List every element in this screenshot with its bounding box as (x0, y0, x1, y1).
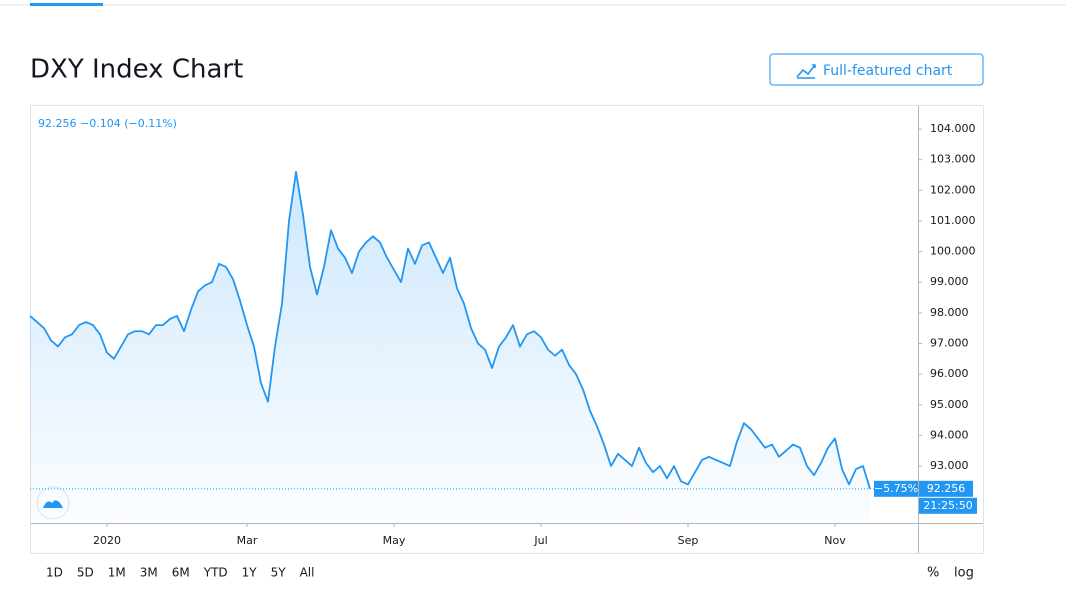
range-button[interactable]: 6M (172, 566, 190, 580)
price-label: 92.256 (927, 482, 966, 495)
page-title: DXY Index Chart (30, 55, 243, 85)
countdown: 21:25:50 (923, 499, 972, 512)
full-chart-button[interactable] (769, 53, 984, 86)
range-button[interactable]: 1D (46, 566, 63, 580)
y-tick-label: 101.000 (930, 214, 976, 227)
countdown-badge (919, 497, 977, 514)
y-tick-label: 100.000 (930, 245, 976, 258)
range-button[interactable]: 5Y (271, 566, 287, 580)
x-tick-label: Mar (237, 534, 258, 547)
y-tick-label: 102.000 (930, 183, 976, 196)
x-tick-label: 2020 (93, 534, 121, 547)
y-tick-label: 99.000 (930, 275, 969, 288)
range-button[interactable]: 5D (77, 566, 94, 580)
button-icon (796, 64, 816, 79)
line-area (30, 171, 870, 523)
range-button[interactable]: All (300, 566, 315, 580)
tab-indicator (30, 3, 103, 6)
change-label: −5.75% (874, 482, 918, 495)
range-button[interactable]: 1Y (242, 566, 258, 580)
x-tick-label: Nov (824, 534, 846, 547)
button-label[interactable]: Full-featured chart (823, 63, 953, 79)
price-badge (919, 480, 973, 497)
y-tick-label: 94.000 (930, 428, 969, 441)
range-button[interactable]: 1M (108, 566, 126, 580)
price-line (29, 171, 871, 490)
y-tick-label: 97.000 (930, 336, 969, 349)
y-tick-label: 93.000 (930, 459, 969, 472)
change-badge (874, 480, 918, 497)
legend-text: 92.256 −0.104 (−0.11%) (38, 117, 177, 130)
x-tick-label: May (383, 534, 406, 547)
scale-option[interactable]: % (927, 566, 939, 581)
y-tick-label: 96.000 (930, 367, 969, 380)
y-tick-label: 104.000 (930, 122, 976, 135)
y-tick-label: 98.000 (930, 306, 969, 319)
range-button[interactable]: YTD (203, 566, 228, 580)
x-tick-label: Sep (678, 534, 699, 547)
range-button[interactable]: 3M (140, 566, 158, 580)
y-tick-label: 95.000 (930, 398, 969, 411)
y-tick-label: 103.000 (930, 153, 976, 166)
scale-option[interactable]: log (954, 566, 974, 581)
x-tick-label: Jul (533, 534, 547, 547)
